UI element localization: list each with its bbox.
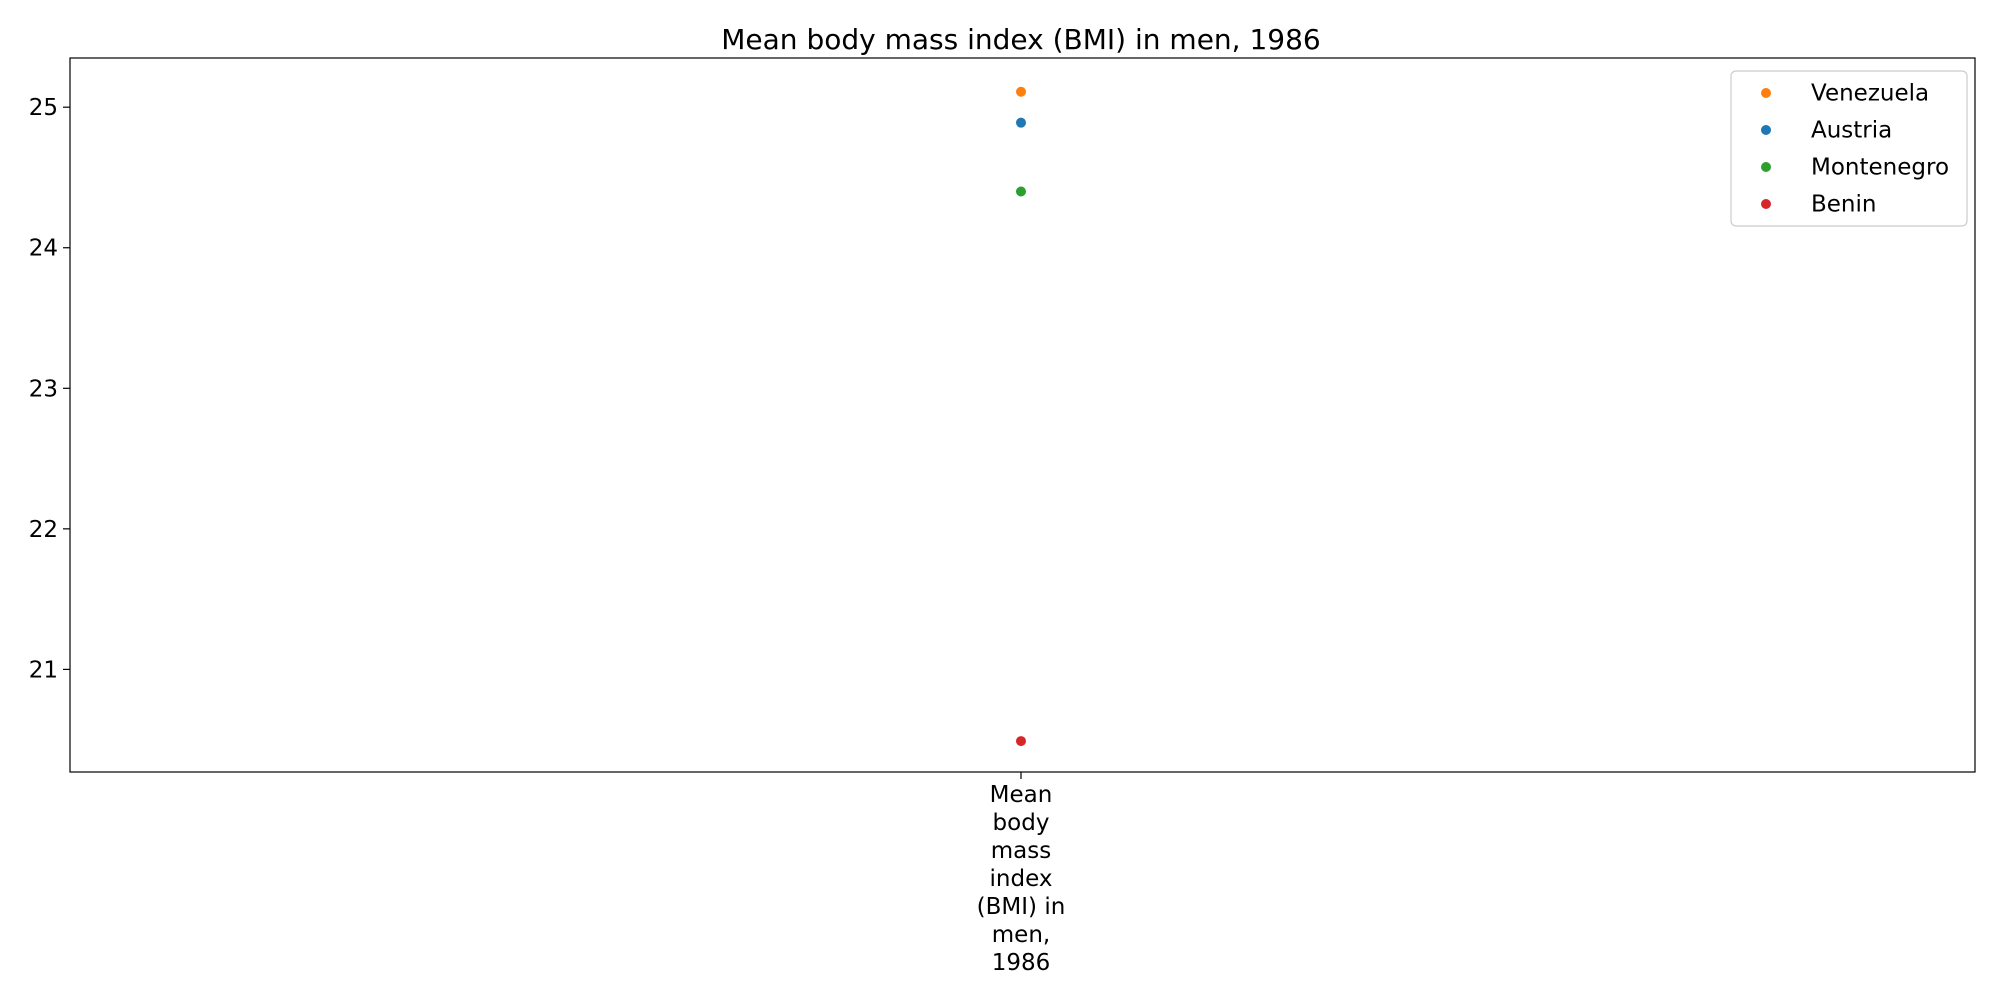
legend-marker — [1761, 125, 1771, 135]
data-point-austria — [1016, 117, 1026, 128]
y-tick-label: 21 — [29, 657, 58, 683]
x-tick-label-line: body — [993, 810, 1050, 836]
y-tick-label: 24 — [29, 236, 58, 262]
legend: Venezuela Austria Montenegro Benin — [1730, 70, 1968, 227]
chart-title: Mean body mass index (BMI) in men, 1986 — [721, 23, 1320, 56]
data-points — [1016, 86, 1026, 747]
legend-label: Benin — [1811, 192, 1876, 218]
y-tick-label: 23 — [29, 376, 58, 402]
legend-frame — [1730, 70, 1968, 227]
x-tick-label: Mean body mass index (BMI) in men, 1986 — [977, 782, 1066, 976]
legend-label: Venezuela — [1811, 81, 1929, 107]
y-axis: 21 22 23 24 25 — [29, 95, 70, 683]
x-tick-label-line: men, — [992, 922, 1050, 948]
plot-area-frame — [69, 57, 1976, 773]
x-axis: Mean body mass index (BMI) in men, 1986 — [977, 772, 1066, 976]
x-tick-label-line: Mean — [990, 782, 1053, 808]
x-tick-label-line: mass — [991, 838, 1051, 864]
legend-label: Austria — [1811, 118, 1892, 144]
legend-marker — [1761, 88, 1771, 98]
data-point-venezuela — [1016, 86, 1026, 97]
y-tick-label: 25 — [29, 95, 58, 121]
data-point-montenegro — [1016, 186, 1026, 197]
x-tick-label-line: 1986 — [992, 950, 1051, 976]
legend-label: Montenegro — [1811, 155, 1949, 181]
x-tick-label-line: index — [990, 866, 1053, 892]
legend-marker — [1761, 199, 1771, 209]
x-tick-label-line: (BMI) in — [977, 894, 1066, 920]
y-tick-label: 22 — [29, 517, 58, 543]
legend-marker — [1761, 162, 1771, 172]
data-point-benin — [1016, 736, 1026, 747]
